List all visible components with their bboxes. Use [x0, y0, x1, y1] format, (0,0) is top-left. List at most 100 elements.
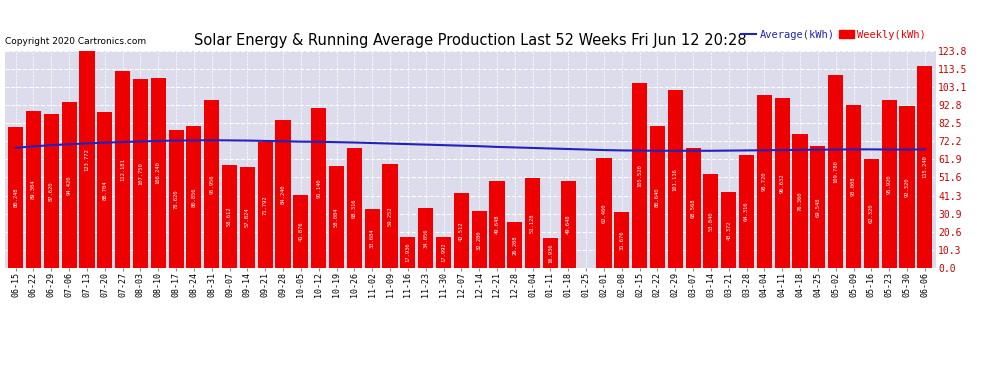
- Bar: [543, 238, 558, 268]
- Text: 57.824: 57.824: [245, 208, 249, 227]
- Text: 94.420: 94.420: [66, 176, 71, 195]
- Bar: [293, 195, 309, 268]
- Bar: [560, 181, 576, 268]
- Bar: [685, 148, 701, 268]
- Text: 109.780: 109.780: [834, 160, 839, 183]
- Bar: [900, 106, 915, 268]
- Text: 17.992: 17.992: [441, 243, 446, 262]
- Text: 76.360: 76.360: [798, 191, 803, 211]
- Text: 80.248: 80.248: [13, 188, 18, 207]
- Bar: [596, 158, 612, 268]
- Text: 101.116: 101.116: [673, 168, 678, 190]
- Text: 26.208: 26.208: [512, 236, 518, 255]
- Bar: [489, 181, 505, 268]
- Text: 59.252: 59.252: [387, 206, 392, 226]
- Bar: [703, 174, 719, 268]
- Text: 123.772: 123.772: [84, 148, 89, 171]
- Text: 84.240: 84.240: [280, 184, 285, 204]
- Text: 62.460: 62.460: [602, 204, 607, 223]
- Bar: [829, 75, 843, 268]
- Text: 91.140: 91.140: [316, 178, 321, 198]
- Bar: [756, 94, 772, 268]
- Bar: [115, 71, 131, 268]
- Bar: [418, 208, 434, 268]
- Bar: [525, 178, 541, 268]
- Title: Solar Energy & Running Average Production Last 52 Weeks Fri Jun 12 20:28: Solar Energy & Running Average Productio…: [194, 33, 746, 48]
- Text: 68.316: 68.316: [351, 198, 356, 218]
- Text: 108.240: 108.240: [155, 162, 160, 184]
- Text: 107.750: 107.750: [138, 162, 143, 185]
- Text: 64.316: 64.316: [744, 202, 749, 221]
- Text: 98.720: 98.720: [762, 172, 767, 191]
- Text: 80.640: 80.640: [655, 188, 660, 207]
- Bar: [329, 166, 345, 268]
- Bar: [864, 159, 879, 268]
- Bar: [774, 98, 790, 268]
- Bar: [382, 164, 398, 268]
- Bar: [79, 51, 94, 268]
- Bar: [97, 112, 112, 268]
- Text: 80.856: 80.856: [191, 188, 196, 207]
- Bar: [44, 114, 58, 268]
- Bar: [311, 108, 327, 268]
- Bar: [240, 166, 255, 268]
- Bar: [614, 213, 630, 268]
- Text: 33.684: 33.684: [369, 229, 374, 248]
- Bar: [810, 146, 826, 268]
- Bar: [846, 105, 861, 268]
- Bar: [739, 155, 754, 268]
- Bar: [507, 222, 523, 268]
- Bar: [275, 120, 291, 268]
- Bar: [667, 90, 683, 268]
- Text: 49.648: 49.648: [494, 215, 500, 234]
- Bar: [364, 209, 380, 268]
- Bar: [346, 148, 362, 268]
- Bar: [26, 111, 41, 268]
- Text: 112.181: 112.181: [120, 158, 125, 181]
- Bar: [436, 237, 451, 268]
- Text: 96.632: 96.632: [780, 174, 785, 193]
- Text: 71.792: 71.792: [262, 195, 267, 215]
- Bar: [792, 134, 808, 268]
- Bar: [204, 99, 220, 268]
- Text: 68.568: 68.568: [691, 198, 696, 217]
- Text: 62.320: 62.320: [869, 204, 874, 223]
- Bar: [61, 102, 76, 268]
- Text: 34.056: 34.056: [423, 228, 429, 248]
- Text: 89.304: 89.304: [31, 180, 36, 200]
- Text: 53.840: 53.840: [709, 211, 714, 231]
- Text: 49.648: 49.648: [566, 215, 571, 234]
- Text: 58.084: 58.084: [334, 207, 339, 227]
- Text: 87.620: 87.620: [49, 182, 53, 201]
- Text: 31.676: 31.676: [620, 231, 625, 250]
- Bar: [168, 130, 184, 268]
- Bar: [150, 78, 166, 268]
- Text: 92.320: 92.320: [905, 177, 910, 197]
- Legend: Average(kWh), Weekly(kWh): Average(kWh), Weekly(kWh): [737, 26, 931, 44]
- Text: 78.620: 78.620: [173, 189, 178, 209]
- Bar: [649, 126, 665, 268]
- Bar: [632, 83, 647, 268]
- Text: 42.512: 42.512: [458, 221, 464, 240]
- Bar: [400, 237, 416, 268]
- Text: 69.548: 69.548: [816, 197, 821, 217]
- Text: 43.372: 43.372: [727, 220, 732, 240]
- Bar: [257, 142, 273, 268]
- Text: 58.612: 58.612: [227, 207, 232, 226]
- Text: 93.008: 93.008: [851, 177, 856, 196]
- Bar: [882, 100, 897, 268]
- Text: 95.956: 95.956: [209, 174, 214, 194]
- Bar: [721, 192, 737, 268]
- Text: 95.920: 95.920: [887, 174, 892, 194]
- Bar: [8, 127, 23, 268]
- Bar: [453, 194, 469, 268]
- Text: 16.936: 16.936: [548, 243, 553, 263]
- Text: Copyright 2020 Cartronics.com: Copyright 2020 Cartronics.com: [5, 37, 147, 46]
- Bar: [222, 165, 238, 268]
- Bar: [471, 211, 487, 268]
- Bar: [918, 66, 933, 268]
- Text: 105.520: 105.520: [638, 164, 643, 187]
- Text: 88.704: 88.704: [102, 180, 107, 200]
- Text: 115.240: 115.240: [923, 156, 928, 178]
- Text: 17.936: 17.936: [405, 243, 410, 262]
